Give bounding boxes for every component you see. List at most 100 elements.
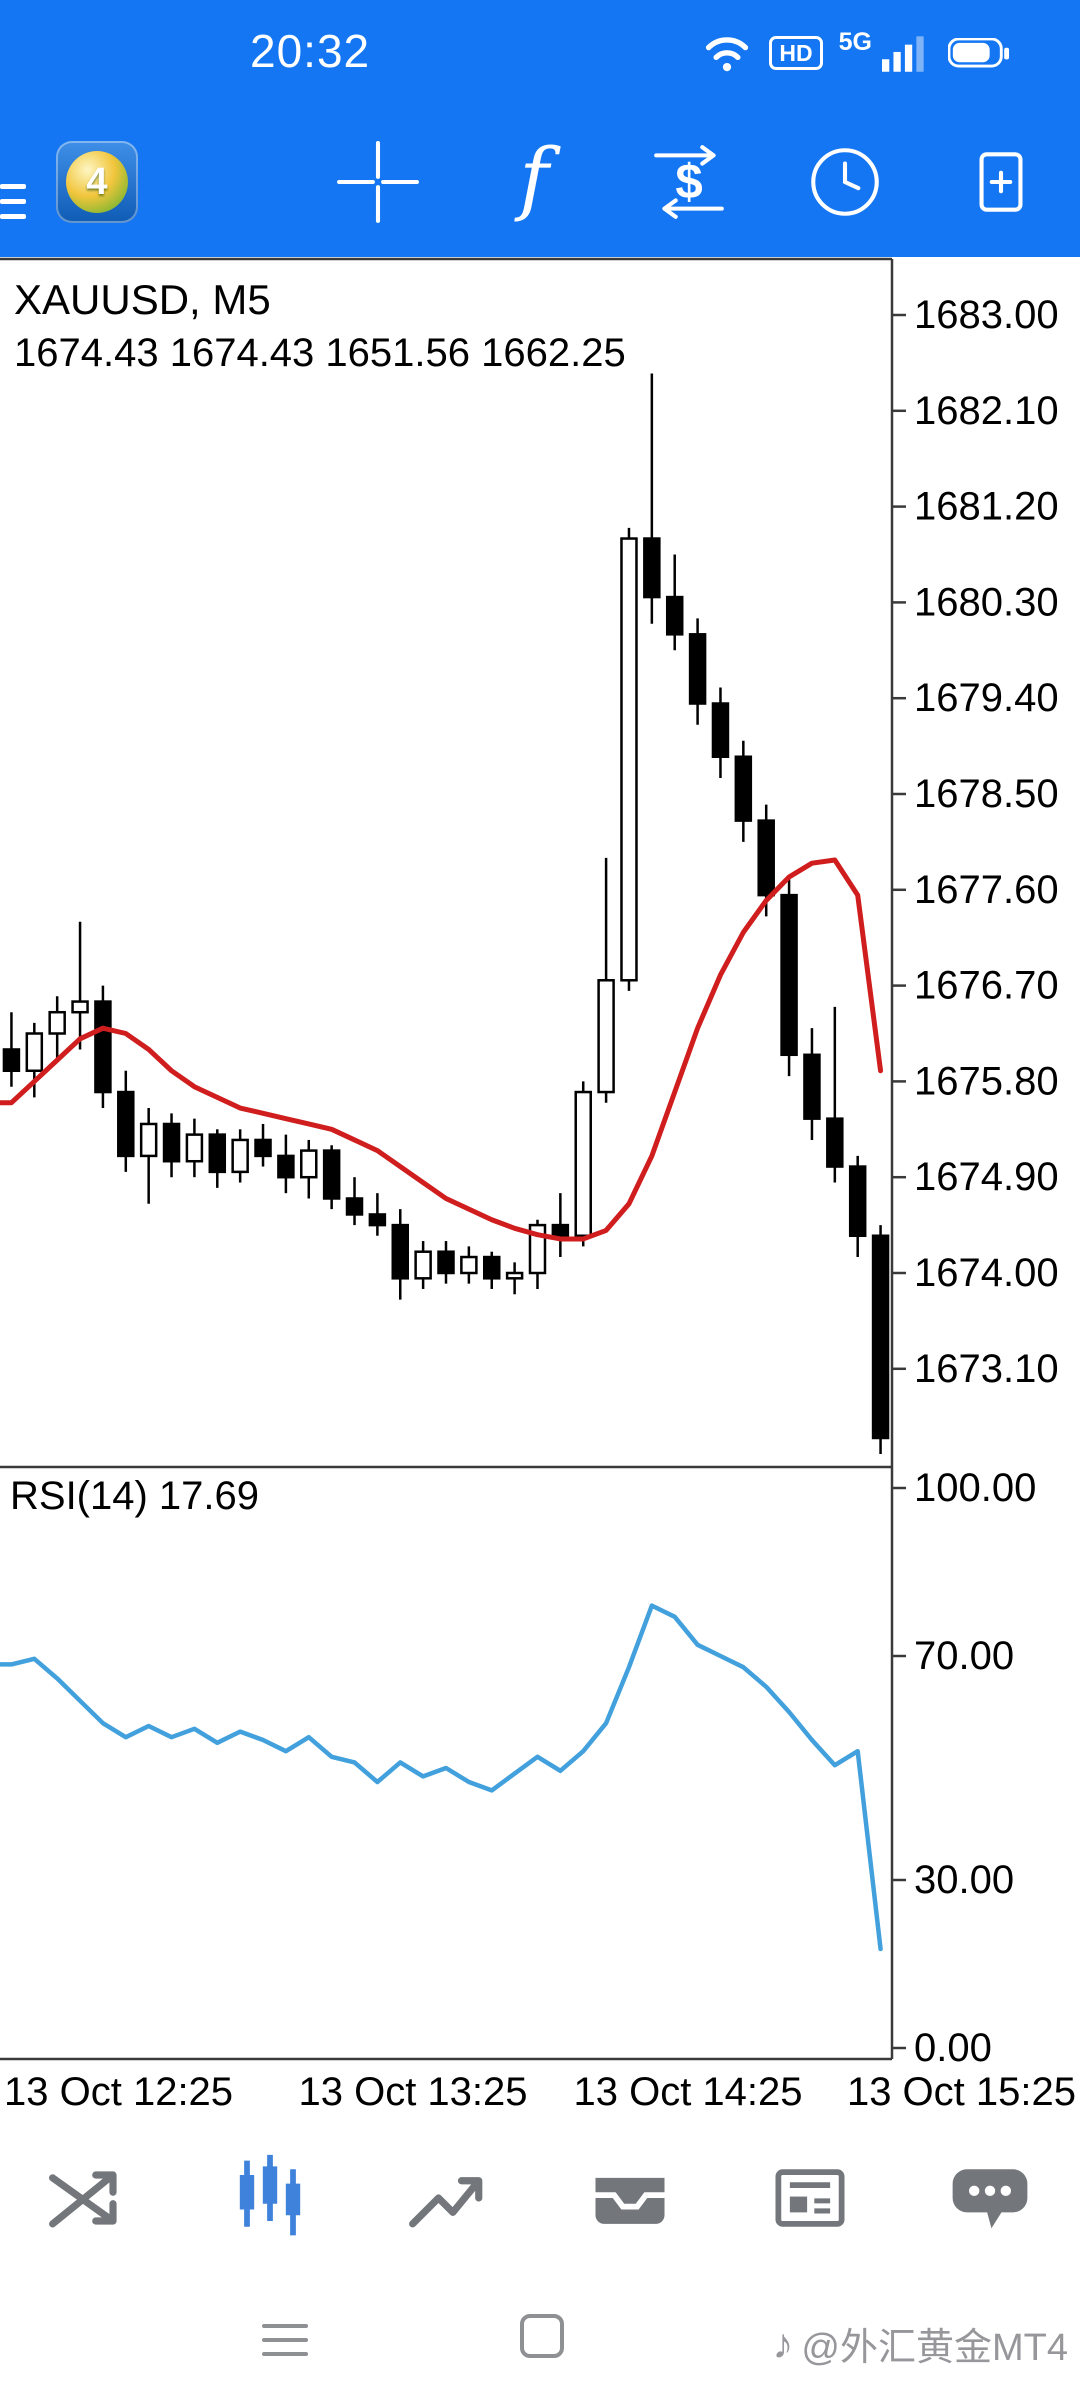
candle-body [322,1149,341,1200]
price-chart[interactable]: 1683.00 1682.10 1681.20 1680.30 1679.40 1678.… [0,257,1080,2120]
candle-body [139,1122,158,1158]
svg-text:$: $ [675,155,702,209]
candle-body [368,1213,387,1227]
messages-tab[interactable] [900,2140,1080,2256]
status-icons: HD 5G [701,28,1010,78]
candle-body [48,1010,66,1035]
wifi-icon [706,37,749,72]
system-nav-bar: ♪ @外汇黄金MT4 [0,2256,1080,2400]
mt4-logo-digit: 4 [86,160,108,203]
price-axis-label: 1676.70 [914,964,1059,1008]
mt4-logo-icon: 4 [66,151,128,213]
price-axis-label: 1683.00 [914,293,1059,337]
candle-body [665,595,684,636]
price-axis-label: 1674.90 [914,1155,1059,1199]
status-time: 20:32 [250,25,371,77]
time-axis-label: 13 Oct 13:25 [298,2070,527,2114]
battery-icon [948,37,1010,68]
candle-body [25,1032,44,1073]
candle-body [620,537,638,982]
price-axis-label: 1679.40 [914,676,1059,720]
candle-body [231,1138,249,1174]
rsi-axis-label: 30.00 [914,1858,1014,1902]
candle-body [826,1117,844,1168]
candle-body [482,1255,501,1280]
price-axis-label: 1677.60 [914,868,1059,912]
candle-body [460,1255,478,1275]
network-type-label: 5G [838,28,872,56]
exchange-dollar-icon: $ [654,145,724,219]
news-tab[interactable] [720,2140,900,2256]
time-axis-label: 13 Oct 12:25 [4,2070,233,2114]
time-axis-label: 13 Oct 14:25 [573,2070,802,2114]
candle-body [551,1223,570,1237]
quotes-tab[interactable] [0,2140,180,2256]
menu-icon [0,183,26,189]
price-axis-label: 1678.50 [914,772,1059,816]
candlestick-chart-icon [239,2154,301,2236]
candle-body [71,1000,89,1014]
indicators-button[interactable]: f [478,125,590,239]
candle-body [414,1250,432,1280]
price-axis-label: 1680.30 [914,580,1059,624]
price-axis-label: 1681.20 [914,485,1059,529]
indicator-f-icon: f [519,131,549,224]
crosshair-button[interactable] [322,125,434,239]
history-button[interactable] [789,125,901,239]
music-note-icon: ♪ [772,2319,794,2367]
candle-body [803,1053,821,1120]
candle-body [505,1271,524,1280]
new-order-button[interactable] [945,125,1057,239]
candle-body [117,1090,135,1158]
history-tab[interactable] [540,2140,720,2256]
candle-body [734,755,753,822]
crosshair-icon [337,141,419,223]
price-axis-label: 1682.10 [914,389,1059,433]
rsi-indicator-label: RSI(14) 17.69 [10,1474,260,1518]
candle-body [871,1234,890,1440]
candle-body [300,1149,318,1179]
trade-button[interactable]: $ [633,125,745,239]
candle-body [345,1197,364,1216]
hd-badge: HD [769,35,823,71]
rsi-axis-label: 0.00 [914,2026,992,2070]
rsi-axis-label: 100.00 [914,1466,1036,1510]
time-axis-label: 13 Oct 15:25 [847,2070,1076,2114]
header-toolbar: 4 f $ [0,107,1080,257]
nav-home-button[interactable] [520,2314,564,2358]
watermark-text: @外汇黄金MT4 [801,2327,1068,2369]
trend-line-icon [409,2177,483,2228]
candle-body [597,979,615,1094]
chart-area[interactable]: 1683.00 1682.10 1681.20 1680.30 1679.40 1678.… [0,257,1080,2120]
candle-body [391,1223,410,1280]
price-axis-label: 1674.00 [914,1251,1059,1295]
charts-tab[interactable] [180,2140,360,2256]
new-order-icon [979,152,1023,212]
price-axis-label: 1675.80 [914,1059,1059,1103]
nav-recents-button[interactable] [262,2312,308,2368]
candle-body [711,702,730,758]
app-logo-button[interactable]: 4 [56,141,138,223]
price-axis-label: 1673.10 [914,1347,1059,1391]
menu-button[interactable] [0,165,34,237]
chat-bubble-icon [952,2169,1028,2229]
recents-lines-icon [262,2324,308,2328]
candle-body [574,1090,592,1237]
rsi-line [0,1603,883,1952]
status-bar: 20:32 HD 5G [0,0,1080,107]
bottom-toolbar [0,2140,1080,2256]
candle-body [437,1250,455,1275]
signal-bars-icon [882,36,924,72]
watermark: ♪ @外汇黄金MT4 [772,2316,1068,2371]
candle-body [254,1138,272,1158]
candle-body [757,819,775,897]
candle-body [848,1165,867,1237]
ma-line [0,857,884,1242]
candle-body [2,1048,21,1073]
candle-body [277,1154,295,1179]
trade-tab[interactable] [360,2140,540,2256]
chart-ohlc-values: 1674.43 1674.43 1651.56 1662.25 [14,331,626,375]
quotes-arrows-icon [49,2171,117,2228]
rsi-axis-label: 70.00 [914,1634,1014,1678]
candle-body [162,1122,181,1163]
